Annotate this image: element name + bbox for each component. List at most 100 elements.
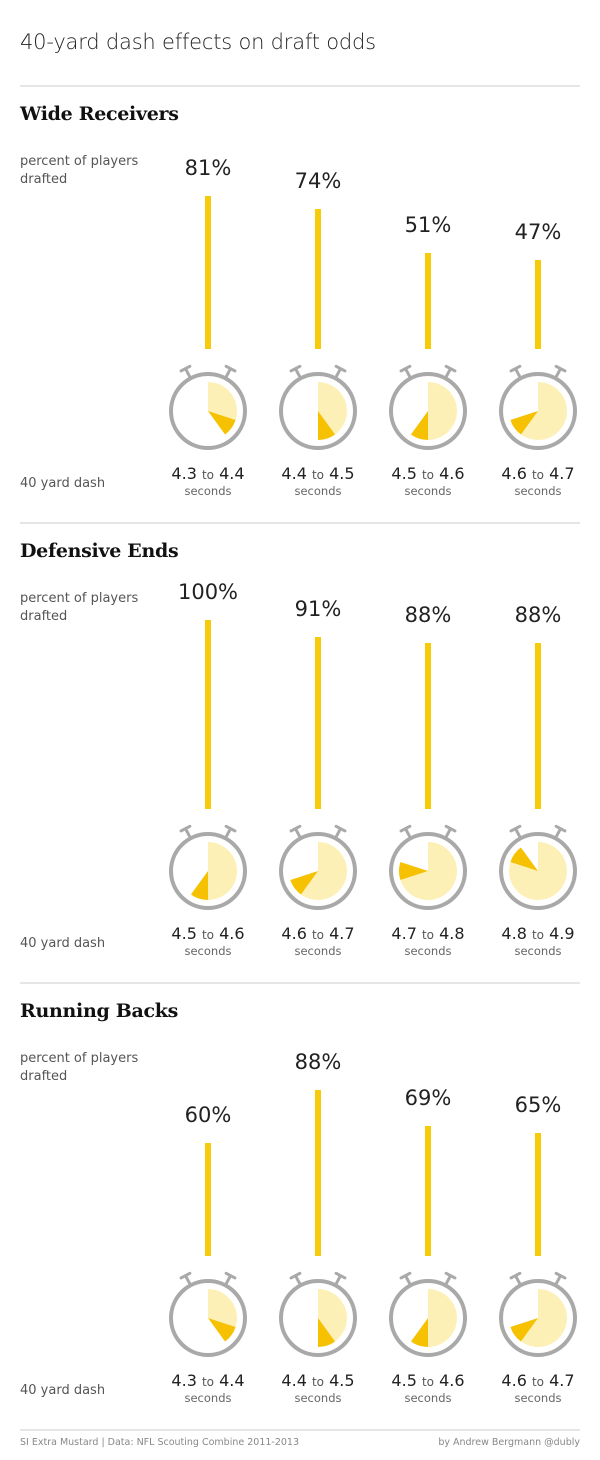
stopwatch-icon xyxy=(169,1271,247,1357)
stopwatch-ring xyxy=(389,372,467,450)
stopwatch-ring xyxy=(169,1279,247,1357)
bar xyxy=(425,1125,431,1256)
data-label: 88% xyxy=(294,1049,342,1074)
data-label: 88% xyxy=(404,602,452,627)
x-axis-label: 40 yard dash xyxy=(20,936,106,951)
range-from: 4.4 xyxy=(281,464,307,483)
range-to: 4.8 xyxy=(439,924,465,943)
stopwatch-ring xyxy=(169,832,247,910)
data-label: 74% xyxy=(294,169,342,194)
section-title: Running Backs xyxy=(20,1000,179,1022)
stopwatch-button xyxy=(399,1271,412,1286)
pie-range-wedge xyxy=(190,871,208,900)
chart-section: Defensive Ends percent of players drafte… xyxy=(0,522,600,982)
stopwatch-button xyxy=(554,824,567,839)
y-axis-label: percent of players drafted xyxy=(20,154,139,187)
stopwatch-ring xyxy=(499,832,577,910)
pie-elapsed xyxy=(208,382,237,420)
range-to-word: to xyxy=(421,468,435,482)
stopwatch-button xyxy=(334,1271,347,1286)
range-to-word: to xyxy=(201,468,215,482)
bar xyxy=(425,642,431,809)
stopwatch-button xyxy=(289,1271,302,1286)
chart-section: Wide Receivers percent of players drafte… xyxy=(0,85,600,522)
range-label: 4.5 to 4.6 xyxy=(378,1371,478,1390)
stopwatch-button xyxy=(444,364,457,379)
range-from: 4.6 xyxy=(501,1371,527,1390)
footer-divider xyxy=(20,1429,580,1431)
range-label: 4.3 to 4.4 xyxy=(158,464,258,483)
bar xyxy=(425,252,431,349)
range-label: 4.5 to 4.6 xyxy=(378,464,478,483)
section-divider xyxy=(20,982,580,984)
unit-label: seconds xyxy=(294,1391,342,1405)
y-axis-label: percent of players drafted xyxy=(20,591,139,624)
stopwatch-ring xyxy=(499,1279,577,1357)
stopwatch-ring xyxy=(279,832,357,910)
pie-elapsed xyxy=(520,382,567,440)
stopwatch-icon xyxy=(169,364,247,450)
range-to-word: to xyxy=(201,1375,215,1389)
stopwatch-button xyxy=(224,1271,237,1286)
pie-range-wedge xyxy=(208,1318,236,1342)
footer-source: SI Extra Mustard | Data: NFL Scouting Co… xyxy=(20,1437,300,1448)
range-to-word: to xyxy=(311,928,325,942)
unit-label: seconds xyxy=(404,484,452,498)
stopwatch-icon xyxy=(389,1271,467,1357)
pie-elapsed xyxy=(318,382,348,435)
range-from: 4.5 xyxy=(391,1371,417,1390)
pie-range-wedge xyxy=(290,871,318,895)
range-label: 4.4 to 4.5 xyxy=(268,464,368,483)
unit-label: seconds xyxy=(404,1391,452,1405)
range-to-word: to xyxy=(421,928,435,942)
pie-elapsed xyxy=(428,382,457,440)
stopwatch-button xyxy=(179,824,192,839)
range-to: 4.7 xyxy=(329,924,355,943)
footer-credit: by Andrew Bergmann @dubly xyxy=(438,1437,580,1448)
unit-label: seconds xyxy=(514,1391,562,1405)
range-to-word: to xyxy=(421,1375,435,1389)
range-from: 4.7 xyxy=(391,924,417,943)
stopwatch-button xyxy=(334,364,347,379)
pie-elapsed xyxy=(208,842,237,900)
data-label: 65% xyxy=(514,1093,562,1118)
range-from: 4.6 xyxy=(501,464,527,483)
unit-label: seconds xyxy=(404,944,452,958)
stopwatch-ring xyxy=(279,372,357,450)
x-axis-label: 40 yard dash xyxy=(20,1383,106,1398)
bar xyxy=(315,637,321,809)
stopwatch-button xyxy=(224,824,237,839)
pie-elapsed xyxy=(318,1289,348,1342)
range-to: 4.6 xyxy=(439,1371,465,1390)
range-from: 4.8 xyxy=(501,924,527,943)
stopwatch-icon xyxy=(169,824,247,910)
range-to-word: to xyxy=(201,928,215,942)
data-label: 51% xyxy=(404,212,452,237)
unit-label: seconds xyxy=(184,484,232,498)
stopwatch-ring xyxy=(499,372,577,450)
range-from: 4.5 xyxy=(391,464,417,483)
range-from: 4.6 xyxy=(281,924,307,943)
range-to-word: to xyxy=(531,928,545,942)
range-to: 4.4 xyxy=(219,464,245,483)
stopwatch-ring xyxy=(389,832,467,910)
x-axis-label: 40 yard dash xyxy=(20,476,106,491)
unit-label: seconds xyxy=(184,1391,232,1405)
data-label: 81% xyxy=(184,155,232,180)
stopwatch-ring xyxy=(279,1279,357,1357)
pie-range-wedge xyxy=(410,1318,428,1347)
pie-range-wedge xyxy=(510,411,538,435)
stopwatch-icon xyxy=(279,1271,357,1357)
bar xyxy=(205,195,211,349)
stopwatch-ring xyxy=(169,372,247,450)
bar xyxy=(535,1133,541,1256)
pie-range-wedge xyxy=(510,847,538,871)
pie-range-wedge xyxy=(399,862,428,880)
unit-label: seconds xyxy=(294,484,342,498)
pie-elapsed xyxy=(400,842,458,900)
range-to: 4.7 xyxy=(549,464,575,483)
stopwatch-button xyxy=(509,1271,522,1286)
range-label: 4.4 to 4.5 xyxy=(268,1371,368,1390)
stopwatch-button xyxy=(554,1271,567,1286)
stopwatch-button xyxy=(509,364,522,379)
